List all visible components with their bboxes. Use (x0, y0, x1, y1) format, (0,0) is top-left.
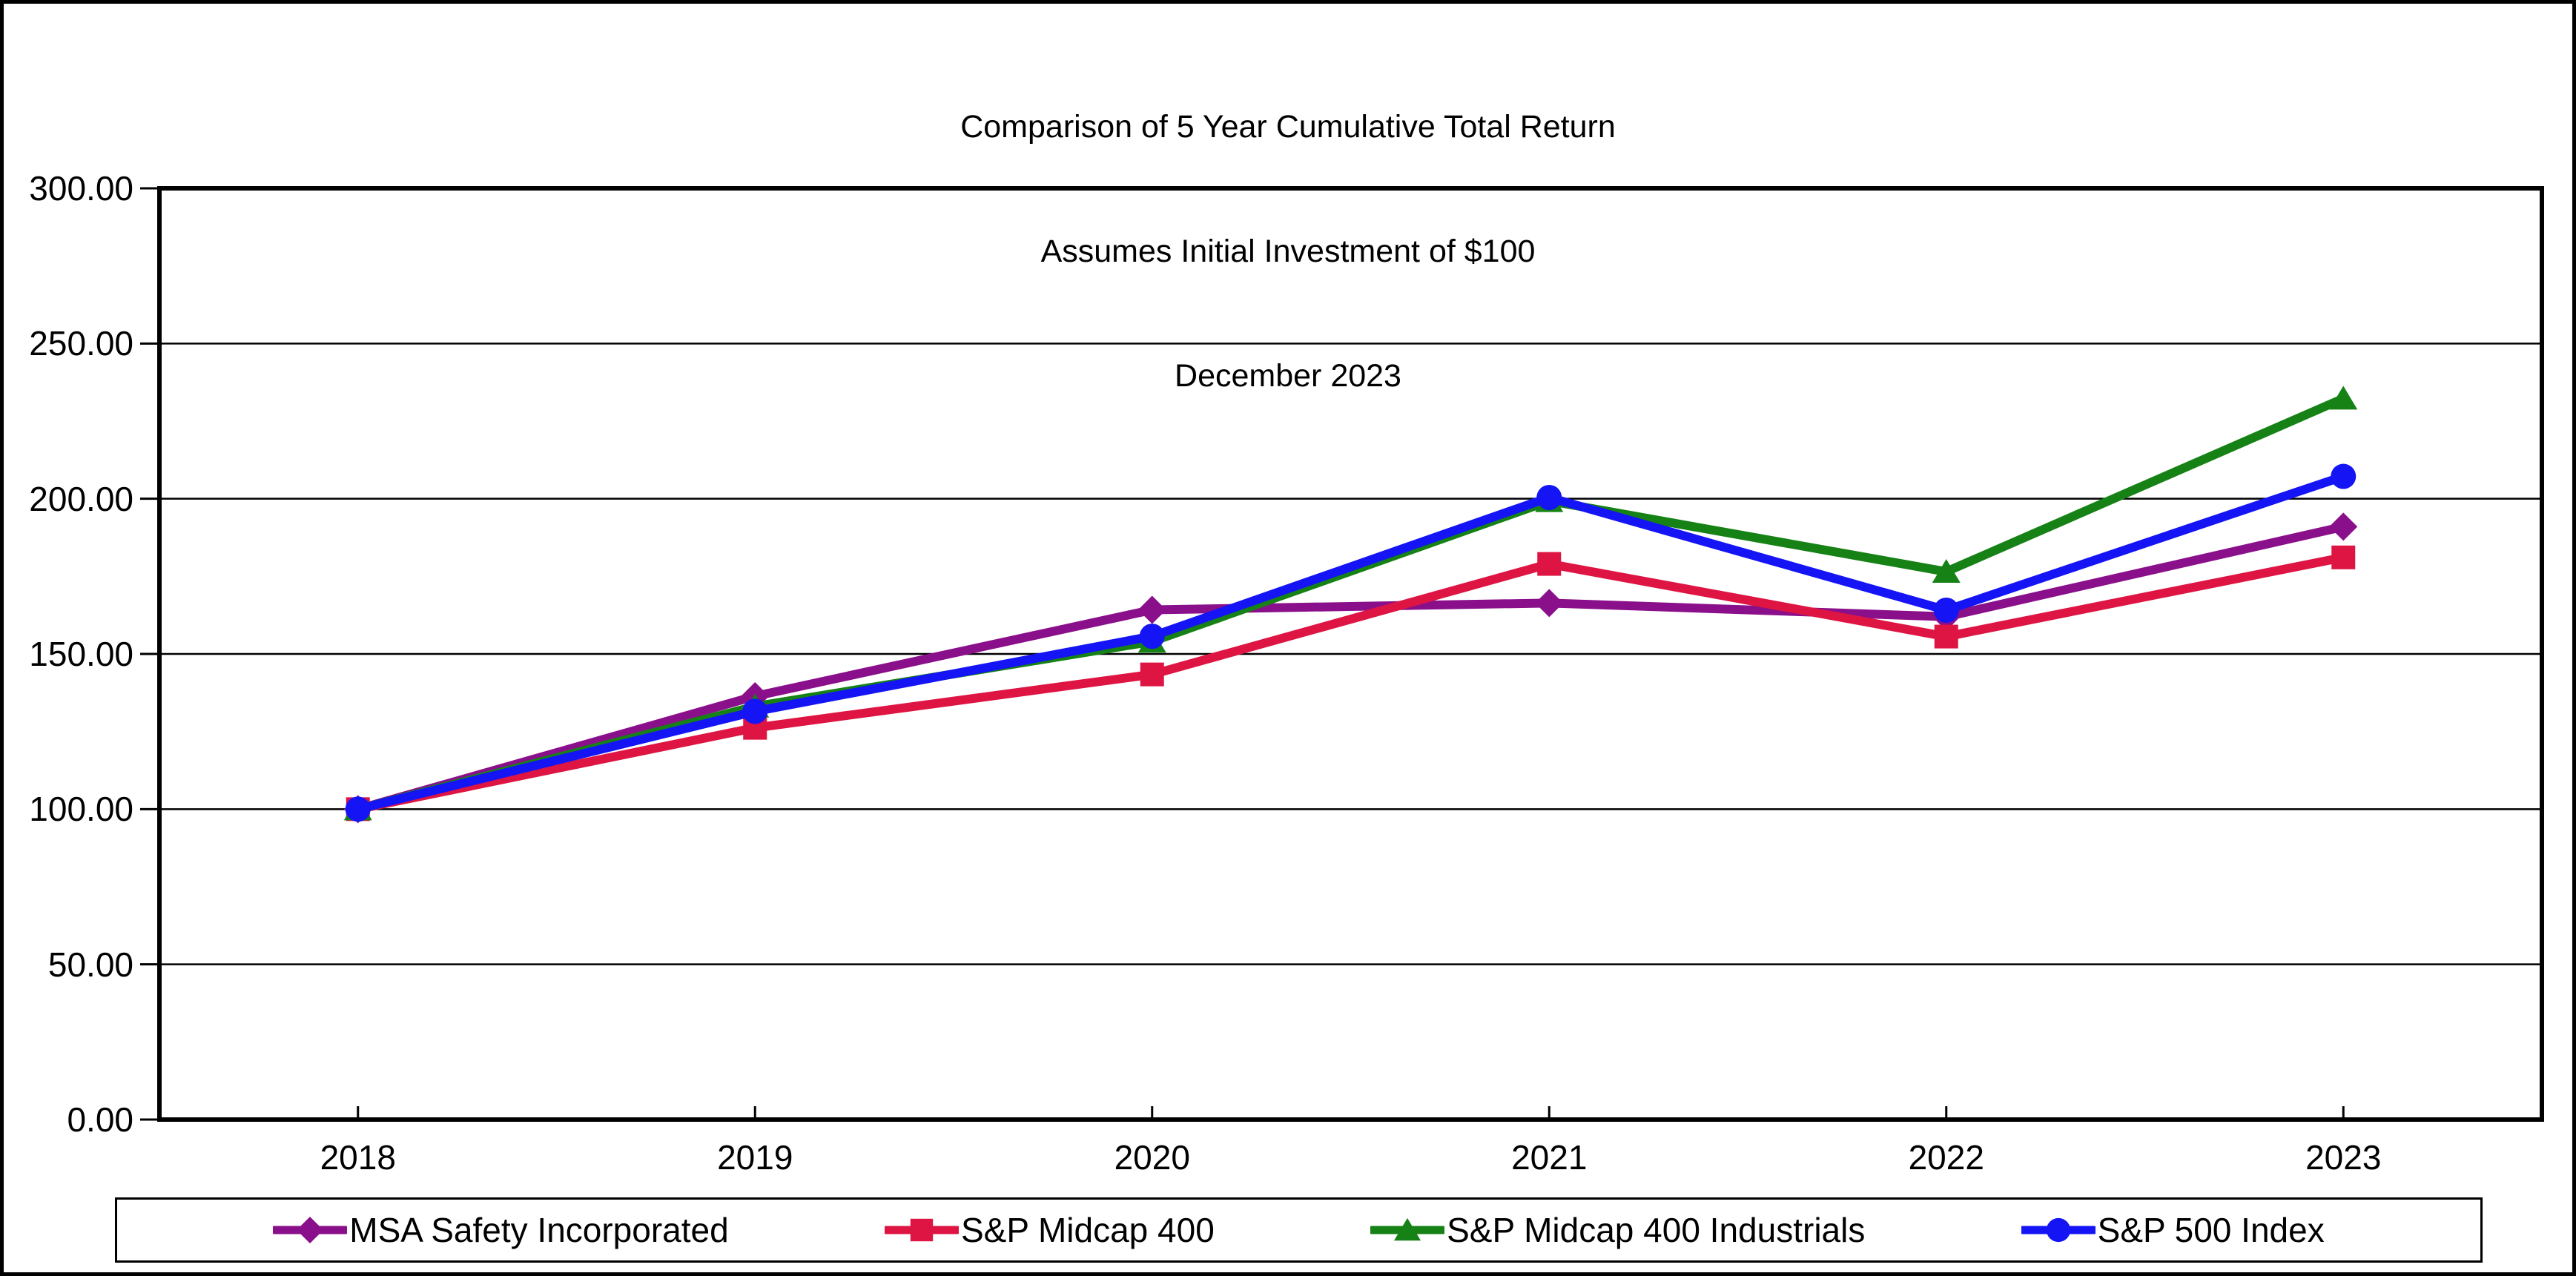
plot-area (140, 186, 2544, 1122)
chart-title-line-1: Comparison of 5 Year Cumulative Total Re… (960, 109, 1616, 145)
x-tick-label: 2022 (1908, 1138, 1984, 1177)
series-marker (1933, 597, 1959, 623)
series-marker (2331, 545, 2356, 569)
legend-label: S&P 500 Index (2097, 1211, 2325, 1249)
series-marker (1140, 662, 1164, 687)
series-marker (1537, 552, 1562, 576)
legend-label: S&P Midcap 400 Industrials (1447, 1211, 1866, 1249)
diamond-marker-icon (273, 1216, 348, 1244)
plot-border (157, 186, 2544, 1122)
series-marker (1394, 1217, 1421, 1241)
y-tick-label: 100.00 (29, 790, 133, 829)
y-tick-label: 200.00 (29, 479, 133, 518)
y-tick-label: 300.00 (29, 169, 133, 208)
series-marker (297, 1216, 324, 1244)
legend-label: MSA Safety Incorporated (349, 1211, 729, 1249)
y-tick-label: 150.00 (29, 635, 133, 673)
legend-item-sp-midcap-400: S&P Midcap 400 (884, 1211, 1215, 1249)
x-tick-label: 2021 (1511, 1138, 1588, 1177)
square-marker-icon (884, 1218, 959, 1242)
legend-label: S&P Midcap 400 (960, 1211, 1215, 1249)
legend-item-sp-midcap-400-industrials: S&P Midcap 400 Industrials (1370, 1212, 1865, 1248)
x-tick-label: 2023 (2305, 1138, 2382, 1177)
x-tick-label: 2018 (320, 1138, 396, 1177)
series-line (353, 522, 2348, 814)
series-marker (2331, 463, 2357, 489)
series-marker (1932, 559, 1961, 584)
series-marker (1536, 484, 1562, 510)
chart-title-line-2: Assumes Initial Investment of $100 (1040, 234, 1536, 269)
legend-item-msa-safety: MSA Safety Incorporated (273, 1211, 729, 1249)
x-tick-label: 2019 (717, 1138, 793, 1177)
chart-title-block: Comparison of 5 Year Cumulative Total Re… (4, 23, 2572, 480)
series-marker (345, 796, 371, 822)
y-tick-label: 50.00 (47, 945, 133, 984)
series-marker (2329, 386, 2358, 410)
series-marker (2046, 1217, 2070, 1243)
y-tick-label: 0.00 (67, 1100, 133, 1139)
series-marker (1139, 624, 1165, 649)
series-marker (1137, 595, 1166, 624)
chart-title-line-3: December 2023 (1175, 358, 1401, 394)
circle-marker-icon (2021, 1217, 2096, 1243)
x-tick-label: 2020 (1114, 1138, 1190, 1177)
series-line (353, 472, 2348, 814)
legend-item-sp-500-index: S&P 500 Index (2021, 1212, 2325, 1248)
triangle-marker-icon (1370, 1217, 1445, 1241)
series-marker (2329, 512, 2358, 541)
legend-box: MSA Safety Incorporated S&P Midcap 400 S… (115, 1197, 2483, 1263)
series-marker (910, 1218, 934, 1242)
series-line (353, 552, 2348, 814)
y-tick-label: 250.00 (29, 324, 133, 363)
series-marker (742, 698, 768, 724)
series-marker (1535, 589, 1564, 618)
series-marker (1934, 624, 1958, 649)
